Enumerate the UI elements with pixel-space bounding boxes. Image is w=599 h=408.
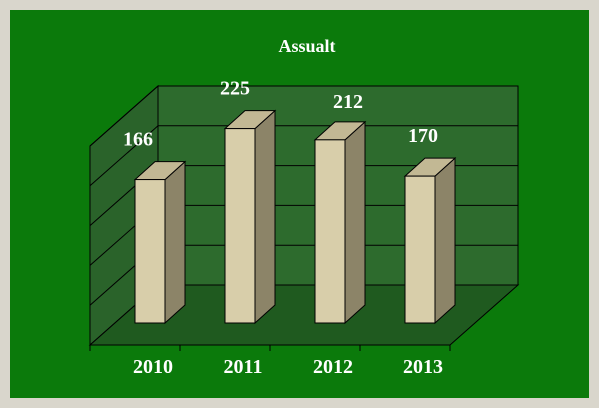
x-tick-label: 2013 xyxy=(403,356,443,378)
chart-title: Assualt xyxy=(278,36,335,56)
bar-side xyxy=(254,109,276,325)
bar-2011 xyxy=(223,109,277,325)
bar-2012 xyxy=(313,120,367,325)
x-tick-label: 2011 xyxy=(224,356,263,378)
gridline-side xyxy=(89,85,159,147)
x-tick-label: 2012 xyxy=(313,356,353,378)
bar-side xyxy=(434,156,456,325)
data-label: 166 xyxy=(123,129,153,151)
bar-2013 xyxy=(403,156,457,325)
data-label: 170 xyxy=(408,125,438,147)
data-labels: 166 225 212 170 xyxy=(123,78,438,151)
x-axis xyxy=(89,344,451,351)
bar-front xyxy=(404,175,436,324)
data-label: 212 xyxy=(333,91,363,113)
x-tick-labels: 2010 2011 2012 2013 xyxy=(133,356,443,378)
bar-series xyxy=(133,109,457,325)
bar-front xyxy=(314,139,346,324)
bar-front xyxy=(134,179,166,324)
bar-side xyxy=(344,120,366,325)
gridline-side xyxy=(89,125,159,187)
data-label: 225 xyxy=(220,78,250,100)
bar-front xyxy=(224,128,256,324)
bar-2010 xyxy=(133,160,187,325)
x-tick-label: 2010 xyxy=(133,356,173,378)
bar-side xyxy=(164,160,186,325)
